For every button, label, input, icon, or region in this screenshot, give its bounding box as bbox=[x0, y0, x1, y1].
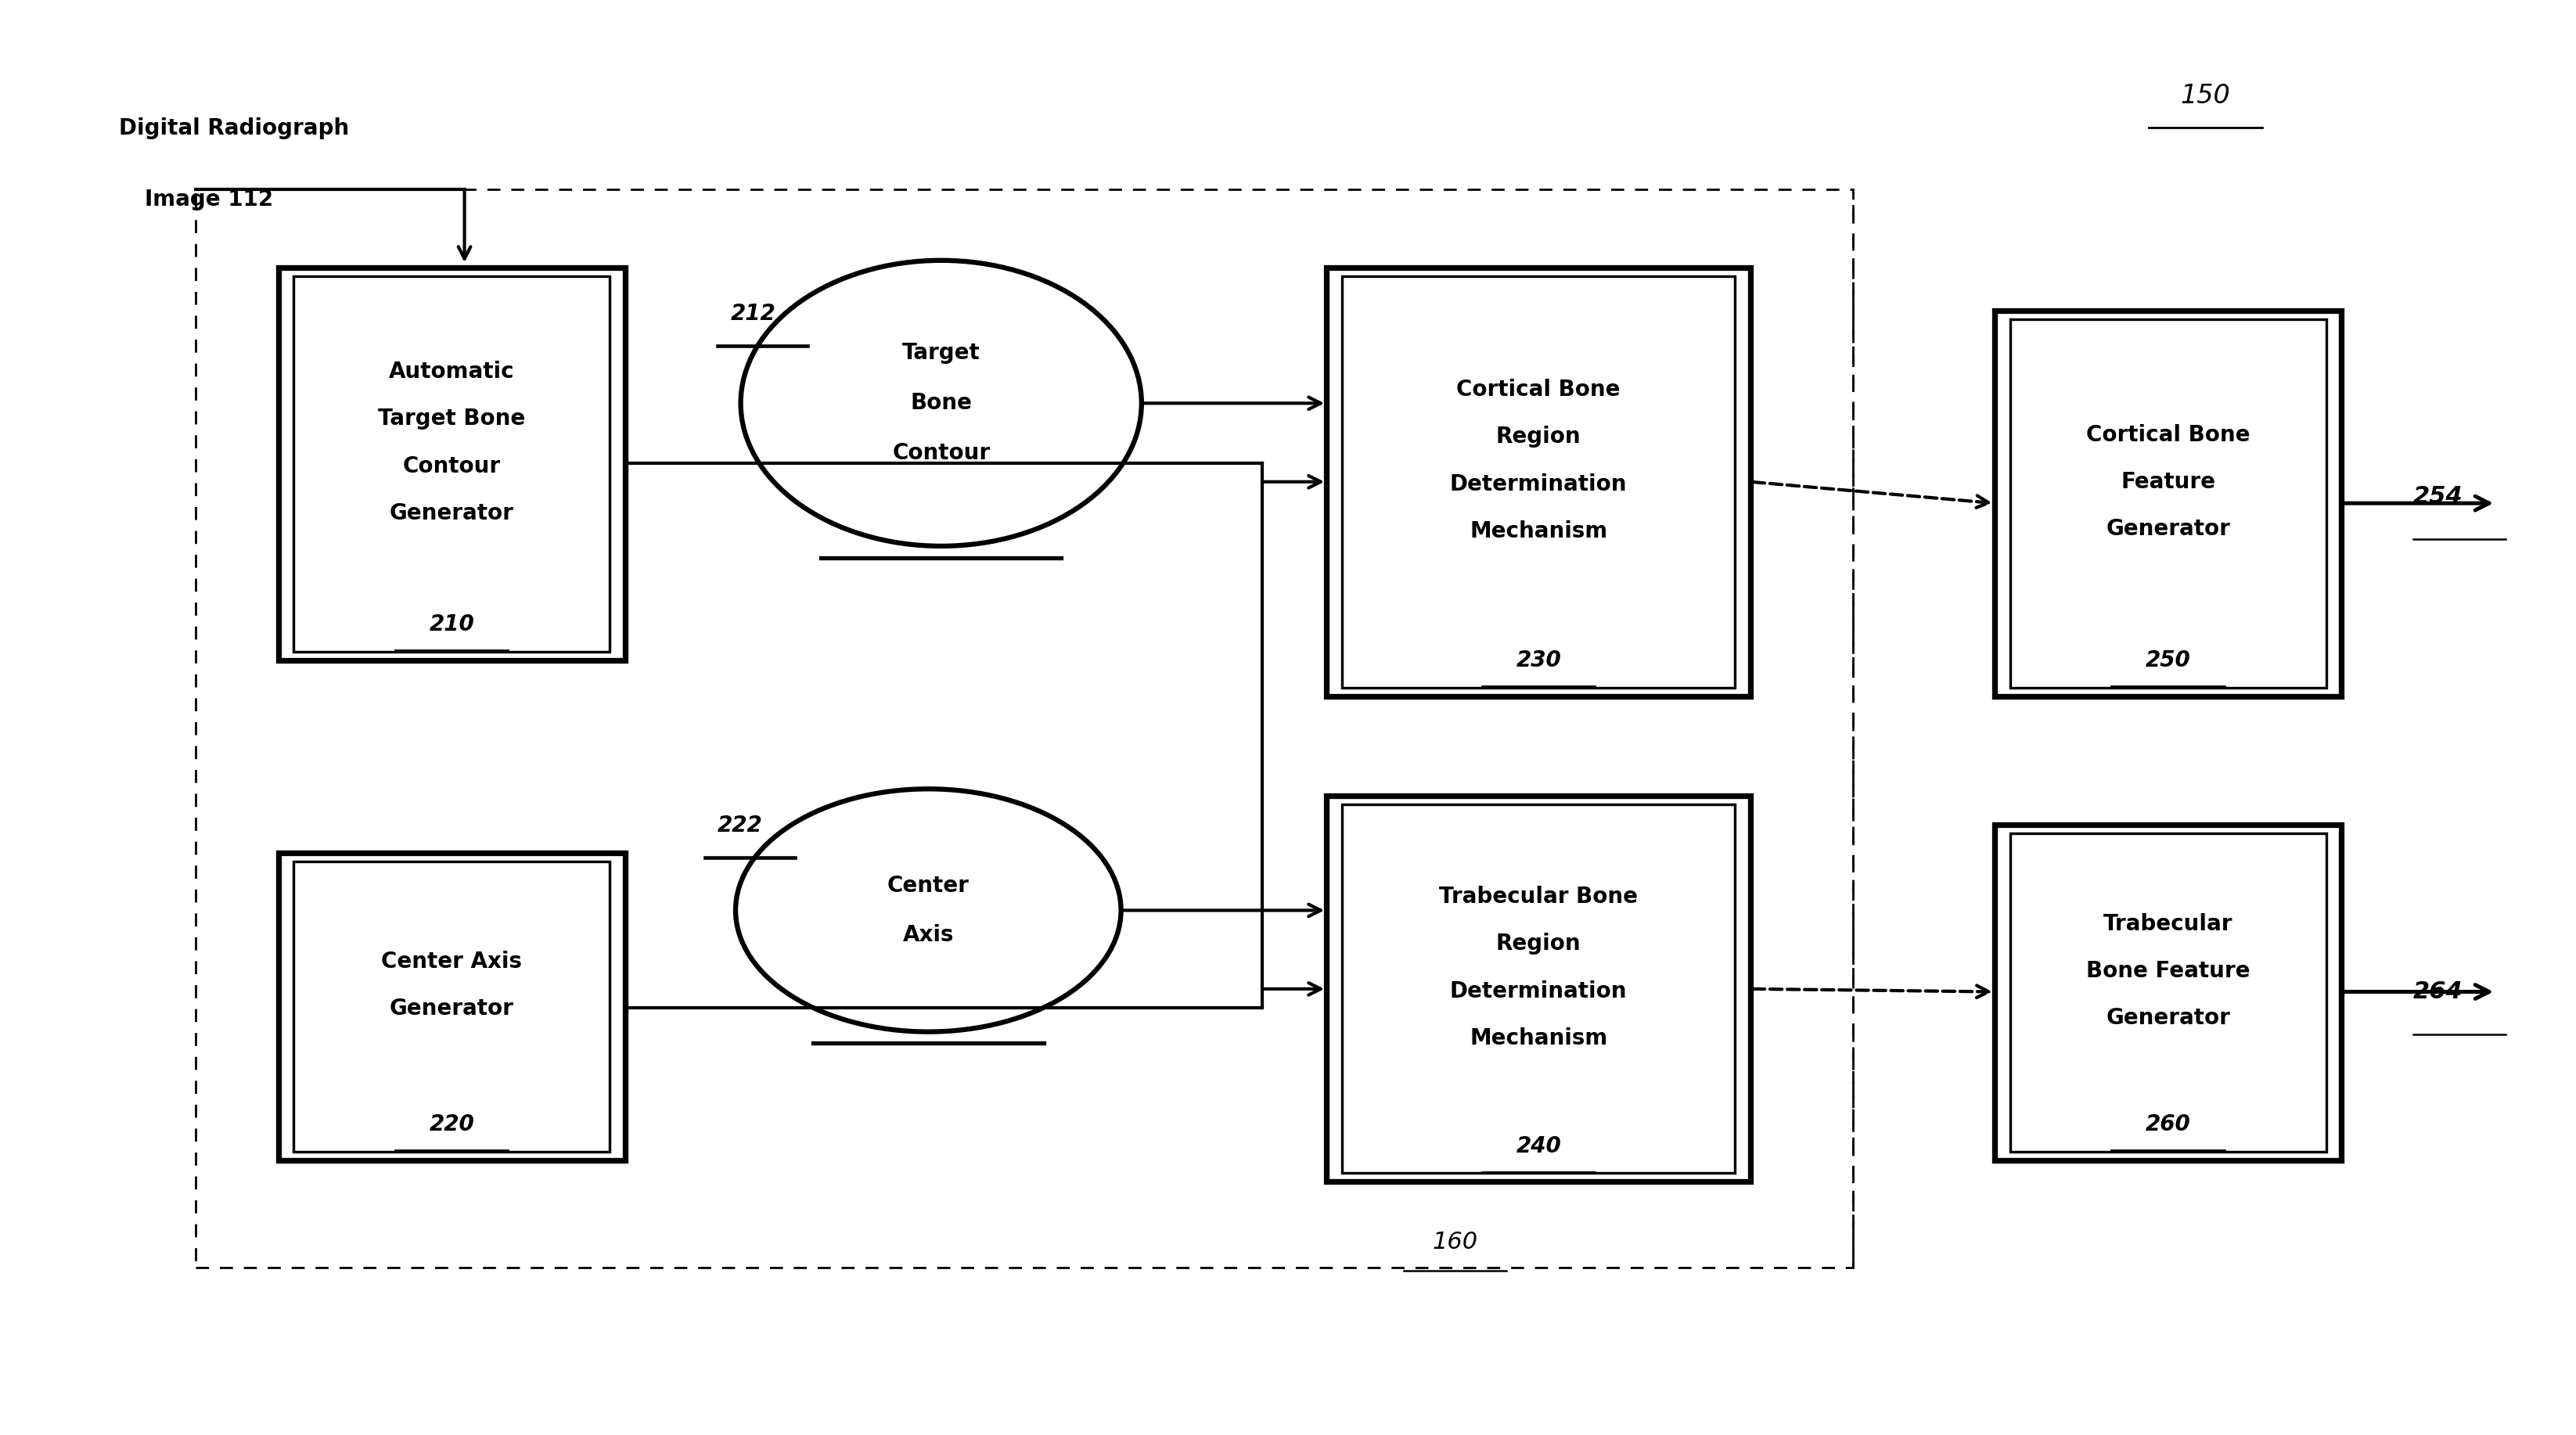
Text: 220: 220 bbox=[430, 1114, 474, 1135]
Text: 240: 240 bbox=[1515, 1135, 1561, 1157]
Text: Feature: Feature bbox=[2120, 471, 2215, 492]
Text: 212: 212 bbox=[732, 303, 775, 324]
Text: 210: 210 bbox=[430, 614, 474, 636]
Bar bbox=[1327, 796, 1752, 1182]
Text: 160: 160 bbox=[1432, 1230, 1479, 1253]
Text: Center: Center bbox=[886, 874, 969, 897]
Text: Digital Radiograph: Digital Radiograph bbox=[118, 118, 348, 139]
Text: 230: 230 bbox=[1515, 650, 1561, 672]
Text: Region: Region bbox=[1497, 933, 1582, 954]
Bar bbox=[2009, 319, 2326, 687]
Text: Image 112: Image 112 bbox=[144, 188, 273, 211]
Bar bbox=[1342, 805, 1736, 1174]
Text: Target: Target bbox=[902, 343, 979, 364]
Text: Generator: Generator bbox=[389, 502, 513, 524]
Ellipse shape bbox=[742, 260, 1141, 547]
Text: 250: 250 bbox=[2146, 650, 2190, 672]
Text: 254: 254 bbox=[2414, 485, 2463, 508]
Text: Bone: Bone bbox=[909, 392, 971, 415]
Text: Automatic: Automatic bbox=[389, 360, 515, 383]
Text: Target Bone: Target Bone bbox=[379, 408, 526, 431]
Text: Generator: Generator bbox=[389, 997, 513, 1020]
Bar bbox=[278, 267, 626, 660]
Bar bbox=[1342, 276, 1736, 687]
Text: Mechanism: Mechanism bbox=[1468, 519, 1607, 542]
Text: Center Axis: Center Axis bbox=[381, 951, 523, 973]
Bar bbox=[1994, 310, 2342, 696]
Text: 260: 260 bbox=[2146, 1114, 2190, 1135]
Text: Contour: Contour bbox=[402, 455, 500, 476]
Bar bbox=[294, 276, 611, 651]
Text: Cortical Bone: Cortical Bone bbox=[1455, 379, 1620, 400]
Ellipse shape bbox=[737, 789, 1121, 1032]
Text: Determination: Determination bbox=[1450, 980, 1628, 1002]
Bar bbox=[1994, 825, 2342, 1161]
Text: Generator: Generator bbox=[2107, 518, 2231, 540]
Text: Determination: Determination bbox=[1450, 474, 1628, 495]
Text: 264: 264 bbox=[2414, 980, 2463, 1003]
Text: 150: 150 bbox=[2179, 83, 2231, 109]
Bar bbox=[196, 189, 1852, 1267]
Bar bbox=[1327, 267, 1752, 696]
Text: Region: Region bbox=[1497, 426, 1582, 448]
Text: Axis: Axis bbox=[902, 924, 953, 946]
Bar bbox=[2009, 834, 2326, 1152]
Bar bbox=[278, 854, 626, 1161]
Text: Cortical Bone: Cortical Bone bbox=[2087, 423, 2249, 446]
Text: Mechanism: Mechanism bbox=[1468, 1027, 1607, 1049]
Text: Trabecular Bone: Trabecular Bone bbox=[1440, 885, 1638, 908]
Text: Bone Feature: Bone Feature bbox=[2087, 960, 2249, 982]
Text: Contour: Contour bbox=[891, 442, 989, 464]
Text: Trabecular: Trabecular bbox=[2102, 913, 2233, 934]
Text: 222: 222 bbox=[719, 814, 762, 837]
Bar bbox=[294, 862, 611, 1152]
Text: Generator: Generator bbox=[2107, 1007, 2231, 1029]
